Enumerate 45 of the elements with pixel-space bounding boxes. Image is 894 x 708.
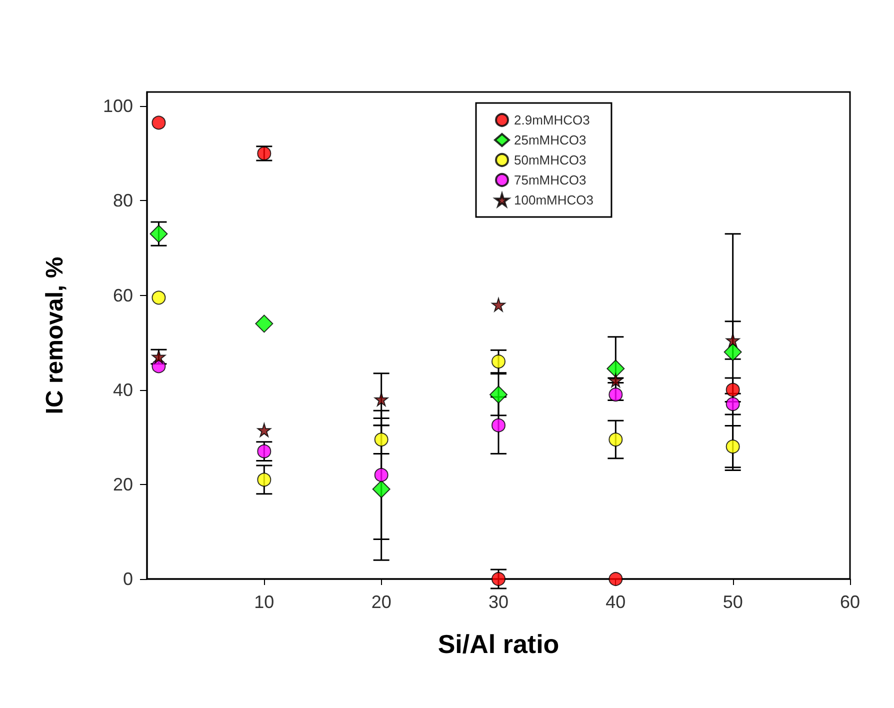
point [608,388,623,402]
point [257,444,272,458]
point [726,397,740,412]
legend-label: 25mMHCO3 [514,132,586,148]
point [257,423,272,438]
point [374,392,388,406]
x-axis-title: Si/Al ratio [438,629,560,659]
point [152,116,166,130]
point [152,290,166,305]
point [726,382,740,397]
point [257,472,272,487]
legend-label: 2.9mMHCO3 [514,112,590,128]
point [724,343,742,362]
point [726,333,740,348]
y-tick-label: 80 [112,190,133,211]
point [608,432,623,447]
y-axis-title: IC removal, % [42,256,68,414]
y-tick-label: 20 [112,474,133,494]
y-tick-label: 60 [112,285,133,306]
point [726,440,740,454]
point [490,386,508,404]
legend-label: 50mMHCO3 [514,152,586,168]
point [372,480,390,498]
point [150,224,168,243]
x-tick-label: 60 [840,592,860,612]
point [374,432,388,447]
point [606,360,625,378]
point [608,373,623,388]
x-tick-label: 30 [488,592,509,612]
x-tick-label: 10 [254,592,274,612]
point [492,418,506,432]
point [492,354,506,368]
legend-label: 75mMHCO3 [514,172,586,188]
y-tick-label: 40 [112,380,133,400]
point [492,572,506,586]
y-tick-label: 0 [122,569,133,589]
point [255,314,274,333]
legend-label: 100mMHCO3 [514,192,594,208]
x-tick-label: 40 [606,592,626,612]
point [608,572,623,586]
point [492,298,506,312]
point [374,468,388,482]
x-tick-label: 20 [371,592,392,612]
y-tick-label: 100 [102,96,133,116]
x-tick-label: 50 [722,592,743,612]
